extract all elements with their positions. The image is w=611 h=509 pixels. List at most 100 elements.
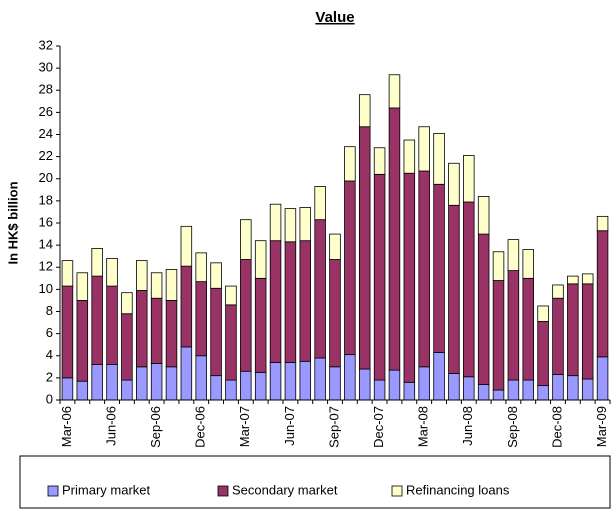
bar-segment [388, 74, 401, 109]
bar-segment [225, 379, 237, 401]
bar-segment [284, 361, 297, 401]
bar-segment [61, 285, 74, 379]
bar-segment [373, 173, 386, 381]
bar-segment [195, 355, 207, 401]
bar-segment [254, 371, 267, 401]
bar-segment [344, 146, 356, 182]
x-tick-label: Mar-08 [416, 406, 431, 447]
chart-title: Value [315, 9, 354, 26]
bar-segment [165, 366, 178, 401]
bar-segment [240, 370, 252, 401]
y-tick-label: 10 [39, 281, 53, 296]
bar-segment [314, 186, 326, 221]
bar-segment [106, 364, 118, 401]
bar-segment [388, 107, 401, 371]
y-tick-label: 20 [39, 170, 53, 185]
bar-segment [225, 304, 237, 381]
bar-segment [433, 183, 445, 353]
bar-segment [388, 369, 401, 401]
bar-segment [522, 249, 534, 279]
bar-segment [358, 368, 371, 401]
bar-segment [418, 366, 430, 401]
bar-segment [567, 275, 579, 285]
bar-segment [299, 360, 312, 401]
bar-segment [284, 208, 297, 243]
y-tick-label: 24 [39, 126, 53, 141]
bar-segment [403, 172, 416, 383]
x-tick-label: Mar-09 [594, 406, 609, 447]
bar-segment [596, 356, 609, 401]
x-tick-label: Dec-08 [549, 406, 564, 448]
bar-segment [106, 285, 118, 365]
y-tick-label: 30 [39, 60, 53, 75]
bar-segment [358, 94, 371, 128]
bar-segment [329, 366, 341, 401]
bar-segment [567, 283, 579, 377]
bar-segment [180, 265, 193, 348]
bar-segment [433, 352, 445, 401]
x-tick-label: Jun-08 [460, 406, 475, 446]
y-tick-label: 6 [46, 325, 53, 340]
bar-segment [344, 180, 356, 356]
bar-segment [463, 376, 475, 401]
bar-segment [537, 321, 549, 387]
bar-segment [448, 373, 460, 401]
bar-segment [552, 284, 564, 299]
bar-segment [507, 379, 520, 401]
bar-segment [477, 233, 490, 385]
bar-segment [344, 354, 356, 401]
bar-segment [314, 357, 326, 401]
bar-segment [180, 346, 193, 401]
legend-swatch [391, 485, 403, 497]
bar-segment [150, 272, 163, 299]
bar-segment [537, 385, 549, 401]
bar-segment [210, 262, 222, 289]
y-tick-label: 32 [39, 37, 53, 52]
y-axis-label: In HK$ billion [5, 181, 20, 264]
y-tick-label: 2 [46, 369, 53, 384]
bar-segment [121, 292, 133, 315]
x-tick-label: Jun-06 [103, 406, 118, 446]
bar-segment [180, 225, 193, 267]
legend-label: Secondary market [232, 482, 338, 497]
bar-segment [61, 260, 74, 287]
bar-segment [76, 380, 89, 401]
bar-segment [552, 374, 564, 401]
bar-segment [269, 361, 282, 401]
bar-segment [299, 207, 312, 242]
bar-segment [61, 377, 74, 401]
x-tick-label: Sep-08 [505, 406, 520, 448]
bar-segment [507, 270, 520, 381]
bar-segment [269, 203, 282, 242]
bar-segment [91, 364, 103, 401]
bar-segment [581, 273, 594, 285]
y-tick-label: 0 [46, 391, 53, 406]
bar-segment [299, 240, 312, 362]
bar-segment [463, 155, 475, 203]
bar-segment [91, 248, 103, 277]
y-tick-label: 12 [39, 259, 53, 274]
x-tick-label: Jun-07 [282, 406, 297, 446]
bar-segment [448, 204, 460, 374]
bar-segment [329, 259, 341, 368]
bar-segment [150, 363, 163, 401]
bar-segment [581, 378, 594, 401]
bar-segment [240, 259, 252, 372]
legend-box [19, 455, 611, 509]
y-tick-label: 16 [39, 214, 53, 229]
bar-segment [76, 272, 89, 301]
x-tick-label: Mar-06 [59, 406, 74, 447]
bar-segment [477, 384, 490, 401]
bar-segment [567, 375, 579, 401]
bar-segment [596, 215, 609, 232]
bar-segment [448, 162, 460, 206]
bar-segment [492, 389, 505, 401]
legend-swatch [47, 485, 59, 497]
bar-segment [522, 277, 534, 381]
bar-segment [418, 126, 430, 172]
y-tick-label: 4 [46, 347, 53, 362]
bar-segment [373, 147, 386, 175]
y-tick-label: 14 [39, 237, 53, 252]
bar-segment [522, 379, 534, 401]
x-tick-label: Dec-07 [371, 406, 386, 448]
